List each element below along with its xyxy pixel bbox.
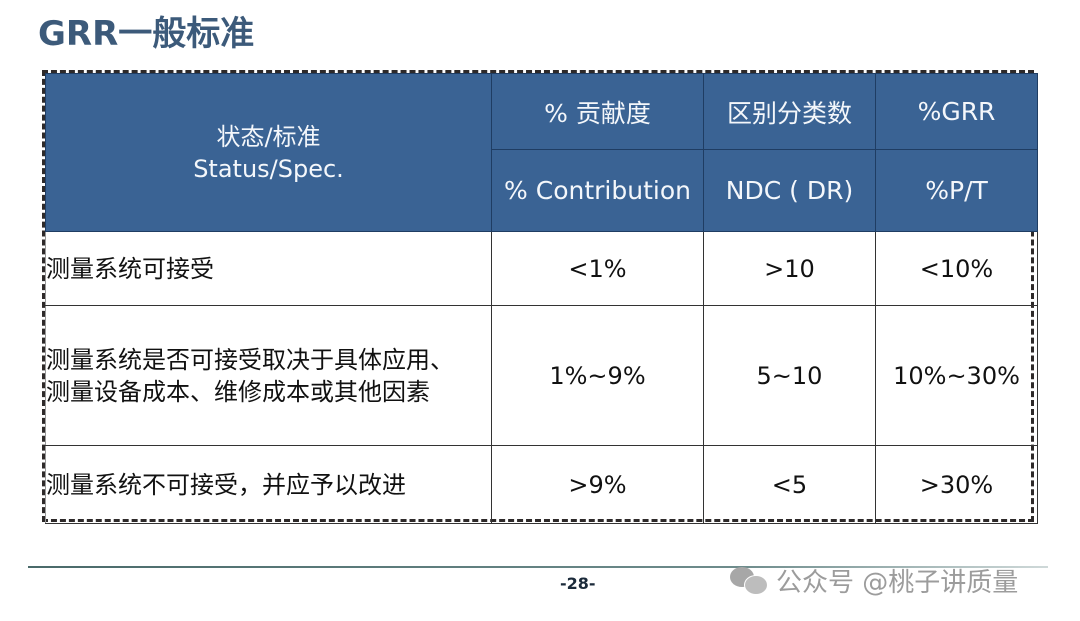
header-status-cn: 状态/标准 [216, 122, 321, 151]
page-title: GRR一般标准 [38, 14, 255, 54]
grr-criteria-table: 状态/标准 Status/Spec. % 贡献度 区别分类数 %GRR % Co… [42, 70, 1038, 524]
table-row: 测量系统可接受 <1% >10 <10% [45, 231, 1038, 306]
watermark-text: 公众号 @桃子讲质量 [776, 568, 1019, 598]
wechat-icon [730, 565, 770, 597]
header-status: 状态/标准 Status/Spec. [45, 73, 492, 232]
header-grr-en: %P/T [875, 149, 1038, 232]
header-ndc-en: NDC ( DR) [703, 149, 876, 232]
header-contribution-cn: % 贡献度 [491, 73, 704, 150]
row-label: 测量系统可接受 [45, 231, 492, 306]
header-grr-cn: %GRR [875, 73, 1038, 150]
header-status-en: Status/Spec. [193, 154, 344, 183]
row-label: 测量系统是否可接受取决于具体应用、 测量设备成本、维修成本或其他因素 [45, 305, 492, 446]
table-row: 测量系统不可接受，并应予以改进 >9% <5 >30% [45, 445, 1038, 524]
cell-grr: >30% [875, 445, 1038, 524]
cell-ndc: >10 [703, 231, 876, 306]
cell-contribution: 1%~9% [491, 305, 704, 446]
header-ndc-cn: 区别分类数 [703, 73, 876, 150]
row-label: 测量系统不可接受，并应予以改进 [45, 445, 492, 524]
watermark: 公众号 @桃子讲质量 [730, 562, 1018, 599]
page-number: -28- [560, 574, 596, 593]
cell-ndc: 5~10 [703, 305, 876, 446]
cell-contribution: >9% [491, 445, 704, 524]
cell-grr: 10%~30% [875, 305, 1038, 446]
footer-divider [28, 566, 1048, 568]
header-contribution-en: % Contribution [491, 149, 704, 232]
cell-contribution: <1% [491, 231, 704, 306]
table-row: 测量系统是否可接受取决于具体应用、 测量设备成本、维修成本或其他因素 1%~9%… [45, 305, 1038, 446]
cell-ndc: <5 [703, 445, 876, 524]
cell-grr: <10% [875, 231, 1038, 306]
